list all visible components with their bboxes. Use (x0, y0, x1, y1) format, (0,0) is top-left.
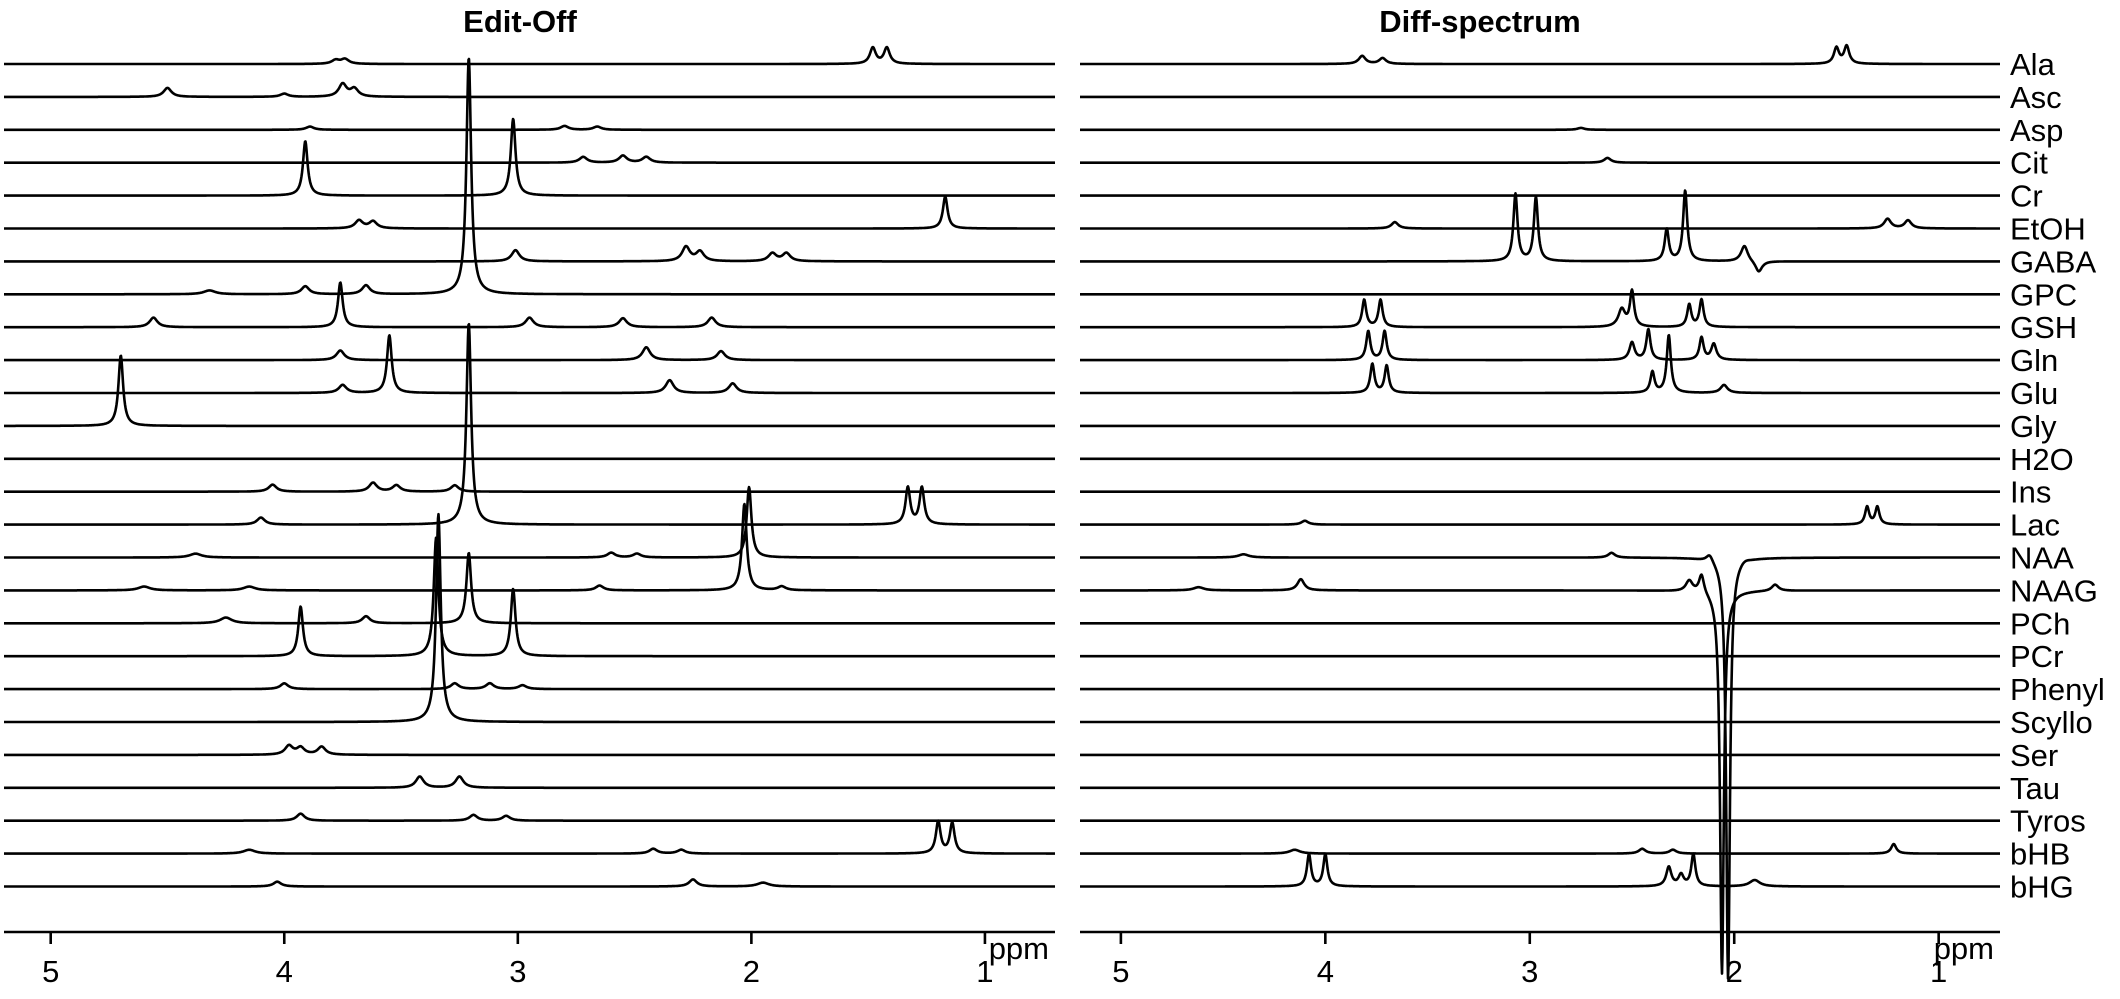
left-x-tick-label: 5 (42, 954, 59, 989)
metabolite-label-cit: Cit (2010, 146, 2048, 181)
right-trace-gln (1079, 327, 2001, 362)
left-trace-bhg (3, 878, 1056, 888)
left-x-tick-label: 4 (276, 954, 293, 989)
right-trace-naag (1079, 573, 2001, 975)
right-trace-cit (1079, 156, 2001, 164)
metabolite-label-gsh: GSH (2010, 310, 2077, 345)
left-trace-asc (3, 81, 1056, 99)
left-x-axis-unit-label: ppm (989, 931, 1049, 966)
right-trace-asp (1079, 126, 2001, 132)
left-trace-ser (3, 743, 1056, 757)
metabolite-label-pcr: PCr (2010, 639, 2063, 674)
right-x-tick-label: 2 (1726, 954, 1743, 989)
left-trace-gaba (3, 244, 1056, 263)
right-x-tick-label: 5 (1112, 954, 1129, 989)
right-trace-lac (1079, 504, 2001, 526)
left-trace-gln (3, 346, 1056, 362)
metabolite-label-asc: Asc (2010, 80, 2062, 115)
metabolite-label-bhb: bHB (2010, 837, 2070, 872)
left-trace-phenyl (3, 681, 1056, 691)
metabolite-label-h2o: H2O (2010, 442, 2074, 477)
metabolite-label-lac: Lac (2010, 508, 2060, 543)
left-trace-pch (3, 552, 1056, 625)
left-trace-ala (3, 45, 1056, 66)
left-trace-gly (3, 354, 1056, 428)
left-trace-naa (3, 485, 1056, 559)
left-trace-etoh (3, 195, 1056, 230)
left-trace-tau (3, 775, 1056, 790)
left-trace-asp (3, 124, 1056, 132)
left-trace-bhb (3, 819, 1056, 855)
left-trace-naag (3, 502, 1056, 592)
left-trace-cit (3, 154, 1056, 164)
metabolite-label-gpc: GPC (2010, 277, 2077, 312)
metabolite-label-ser: Ser (2010, 738, 2058, 773)
left-trace-gpc (3, 57, 1056, 296)
right-trace-naa (1079, 551, 2001, 980)
metabolite-label-cr: Cr (2010, 179, 2043, 214)
metabolite-label-pch: PCh (2010, 606, 2070, 641)
metabolite-label-gaba: GABA (2010, 244, 2096, 279)
metabolite-labels: AlaAscAspCitCrEtOHGABAGPCGSHGlnGluGlyH2O… (2010, 47, 2105, 905)
metabolite-label-tyros: Tyros (2010, 804, 2086, 839)
left-trace-ins (3, 481, 1056, 493)
metabolite-label-scyllo: Scyllo (2010, 705, 2093, 740)
left-x-tick-label: 3 (509, 954, 526, 989)
left-trace-lac (3, 323, 1056, 526)
right-trace-ala (1079, 43, 2001, 66)
metabolite-label-gln: Gln (2010, 343, 2058, 378)
right-trace-gaba (1079, 189, 2001, 273)
right-trace-etoh (1079, 217, 2001, 230)
metabolite-label-naa: NAA (2010, 541, 2074, 576)
right-x-axis-unit-label: ppm (1934, 931, 1994, 966)
metabolite-label-ins: Ins (2010, 475, 2051, 510)
metabolite-label-gly: Gly (2010, 409, 2057, 444)
right-x-tick-label: 4 (1317, 954, 1334, 989)
right-trace-glu (1079, 334, 2001, 395)
right-x-tick-label: 3 (1521, 954, 1538, 989)
left-x-tick-label: 1 (976, 954, 993, 989)
left-trace-pcr (3, 536, 1056, 658)
left-trace-scyllo (3, 512, 1056, 724)
left-trace-gsh (3, 281, 1056, 329)
left-x-tick-label: 2 (743, 954, 760, 989)
left-trace-glu (3, 334, 1056, 395)
left-trace-tyros (3, 812, 1056, 822)
right-panel-title: Diff-spectrum (1379, 4, 1581, 39)
metabolite-label-glu: Glu (2010, 376, 2058, 411)
left-trace-cr (3, 117, 1056, 197)
right-trace-bhb (1079, 842, 2001, 855)
metabolite-label-phenyl: Phenyl (2010, 672, 2105, 707)
left-panel-title: Edit-Off (463, 4, 577, 39)
right-trace-gsh (1079, 288, 2001, 329)
metabolite-label-etoh: EtOH (2010, 212, 2086, 247)
metabolite-label-ala: Ala (2010, 47, 2056, 82)
right-x-tick-label: 1 (1930, 954, 1947, 989)
metabolite-label-naag: NAAG (2010, 573, 2098, 608)
metabolite-label-asp: Asp (2010, 113, 2063, 148)
metabolite-label-bhg: bHG (2010, 870, 2074, 905)
right-trace-bhg (1079, 852, 2001, 888)
metabolite-label-tau: Tau (2010, 771, 2060, 806)
